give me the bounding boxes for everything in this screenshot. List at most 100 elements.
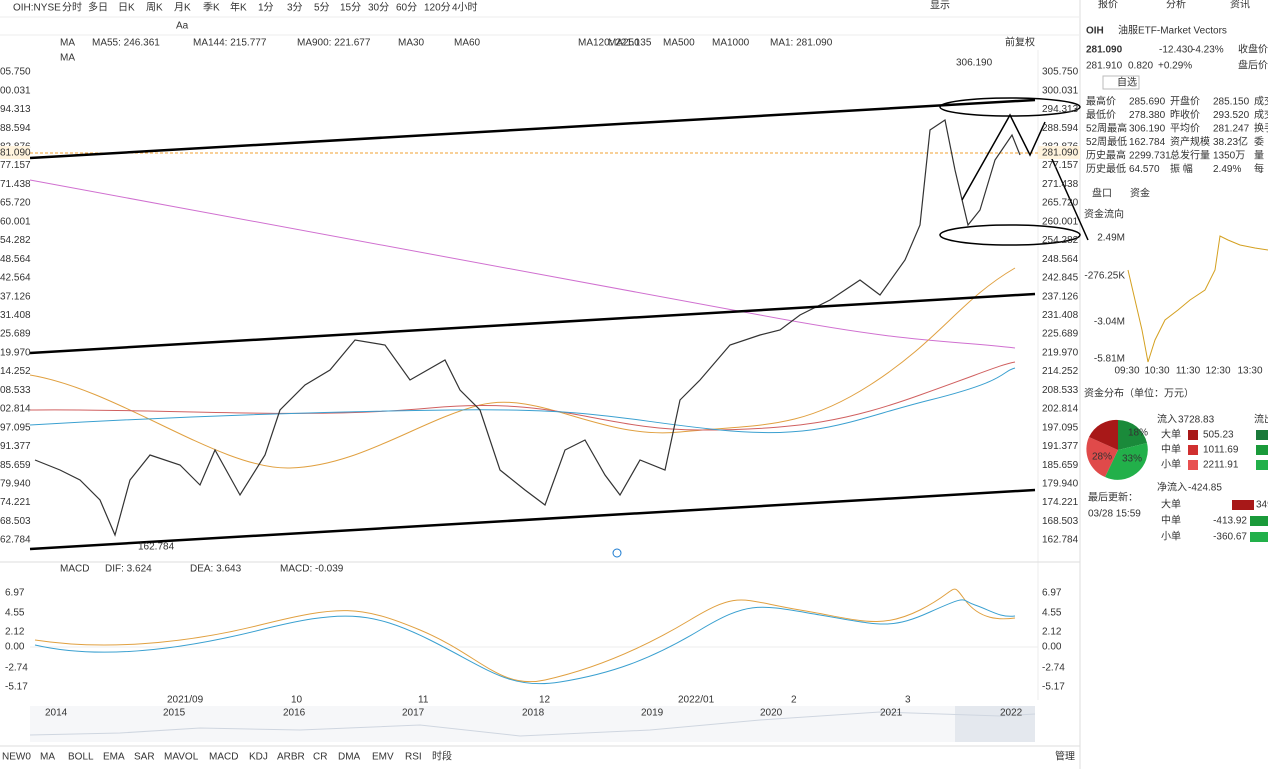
overview-tick-label: 2014 [45,708,68,719]
macd-legend-item: DIF: 3.624 [105,564,152,575]
price-tick-label: 174.221 [1042,497,1079,508]
toolbar-item[interactable]: 4小时 [452,2,478,14]
indicator-tab[interactable]: MAVOL [164,752,199,763]
price-line [34,119,1021,537]
toolbar-item[interactable]: 60分 [396,2,417,14]
toolbar-item[interactable]: 周K [146,2,163,14]
price-tick-label: 242.845 [1042,273,1079,284]
stat-cell: 285.150 [1213,97,1250,108]
panel-tab[interactable]: 分析 [1166,0,1186,11]
price-tick-label: 271.438 [1042,179,1079,190]
toolbar-item[interactable]: 分时 [62,2,82,14]
net-bar [1250,516,1268,526]
macd-tick-label: -5.17 [1042,682,1065,693]
flow-tick-label: -276.25K [1084,271,1125,282]
stat-cell: 52周最高 [1086,122,1127,135]
toolbar-item[interactable]: 120分 [424,2,451,14]
macd-tick-label: 2.12 [5,627,25,638]
indicator-tab[interactable]: CR [313,752,327,763]
stat-cell: 162.784 [1129,137,1166,148]
flow-tick-label: -5.81M [1094,354,1125,365]
time-tick-label: 2021/09 [167,695,204,706]
after-label: 盘后价 [1238,59,1268,72]
indicator-tab[interactable]: SAR [134,752,155,763]
stat-cell: 64.570 [1129,164,1160,175]
reset-icon[interactable] [612,548,622,558]
indicator-tab[interactable]: KDJ [249,752,268,763]
flow-time-label: 11:30 [1176,366,1201,377]
stat-cell: 285.690 [1129,97,1166,108]
price-tick-label: 05.750 [0,67,31,78]
panel-tab[interactable]: 报价 [1098,0,1118,11]
watch-button[interactable] [1102,75,1140,90]
indicator-tab[interactable]: EMA [103,752,125,763]
after-price: 281.910 [1086,61,1123,72]
trend-line [29,98,1036,160]
macd-tick-label: 2.12 [1042,627,1062,638]
price-tick-label: 191.377 [1042,441,1079,452]
ma-legend-item: MA500 [663,38,695,49]
price-tick-label: 202.814 [1042,404,1079,415]
indicator-tab[interactable]: EMV [372,752,394,763]
price-tick-label: 31.408 [0,310,31,321]
watch-label[interactable]: 自选 [1117,76,1137,89]
ma-legend-item: MA144: 215.777 [193,38,267,49]
toolbar-item[interactable]: 季K [203,2,220,14]
toolbar-item[interactable]: 3分 [287,2,303,14]
macd-tick-label: 6.97 [5,588,25,599]
indicator-tab[interactable]: BOLL [68,752,94,763]
toolbar-item[interactable]: 1分 [258,2,274,14]
price-tick-label: 91.377 [0,441,31,452]
trend-line [29,292,1036,355]
indicator-tab[interactable]: MACD [209,752,238,763]
panel-tab[interactable]: 资讯 [1230,0,1250,11]
stat-cell: 2299.731 [1129,151,1171,162]
price-tick-label: 65.720 [0,198,31,209]
stat-cell: 2.49% [1213,164,1241,175]
high-annotation: 306.190 [956,58,993,69]
toolbar-item[interactable]: 15分 [340,2,361,14]
indicator-tab[interactable]: DMA [338,752,361,763]
panel-subtab[interactable]: 盘口 [1092,187,1112,200]
symbol: OIH [1086,26,1104,37]
price-tick-label: 19.970 [0,347,31,358]
adjust-button[interactable]: 前复权 [1005,36,1035,49]
overview-tick-label: 2022 [1000,708,1023,719]
indicator-tab[interactable]: RSI [405,752,422,763]
overview-tick-label: 2018 [522,708,545,719]
pie-slice [1086,437,1118,477]
price-tick-label: 97.095 [0,422,31,433]
ma900-line [29,179,1016,349]
price-tick-label: 214.252 [1042,366,1079,377]
outflow-swatch [1256,430,1268,440]
font-button[interactable]: Aa [176,21,189,32]
indicator-tab[interactable]: ARBR [277,752,305,763]
indicator-tab[interactable]: 时段 [432,750,452,763]
stat-cell: 开盘价 [1170,95,1200,108]
panel-subtab[interactable]: 资金 [1130,187,1150,200]
toolbar-item[interactable]: 年K [230,1,247,14]
toolbar-item[interactable]: 日K [118,3,135,14]
price-tick-label: 60.001 [0,216,31,227]
price-tick-label: 162.784 [1042,535,1079,546]
display-button[interactable]: 显示 [930,0,950,12]
indicator-tab[interactable]: MA [40,752,55,763]
time-tick-label: 2022/01 [678,695,715,706]
stat-cell: 1350万 [1213,151,1245,162]
price-tick-label: 54.282 [0,235,31,246]
pie-slice [1105,443,1148,480]
toolbar-item[interactable]: 月K [174,2,191,14]
time-tick-label: 12 [539,695,551,706]
toolbar-item[interactable]: 5分 [314,2,330,14]
flow-line [1127,235,1268,363]
toolbar-item[interactable]: OIH:NYSE [13,3,61,14]
price-tick-label: 288.594 [1042,123,1079,134]
price-tick-label: 94.313 [0,104,31,115]
macd-tick-label: 0.00 [1042,642,1062,653]
indicator-tab[interactable]: NEW0 [2,752,31,763]
manage-button[interactable]: 管理 [1055,750,1075,763]
toolbar-item[interactable]: 多日 [88,1,108,14]
toolbar-item[interactable]: 30分 [368,2,389,14]
stat-cell: 历史最高 [1086,149,1126,162]
inflow-label: 流入 [1157,413,1177,426]
